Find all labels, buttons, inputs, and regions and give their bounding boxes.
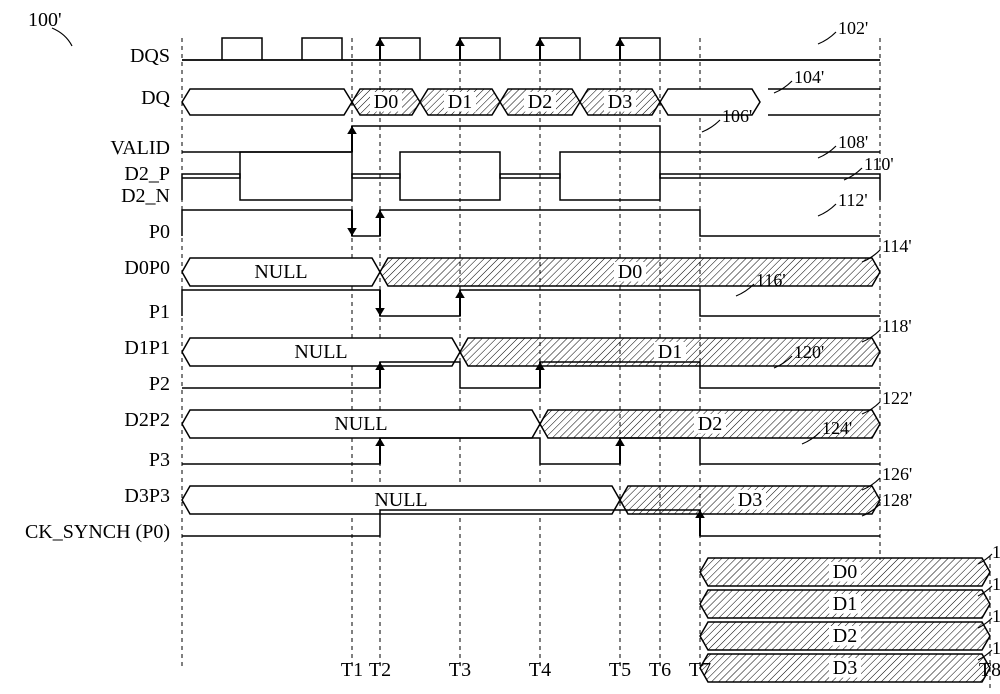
ref-label: 108' bbox=[838, 132, 868, 152]
time-label: T6 bbox=[649, 659, 671, 681]
ref-label: 118' bbox=[882, 316, 912, 336]
time-label: T8 bbox=[979, 659, 1000, 681]
ref-label: 110' bbox=[864, 154, 894, 174]
edge-arrow bbox=[375, 438, 385, 446]
ref-label: 126' bbox=[882, 464, 912, 484]
edge-arrow bbox=[615, 438, 625, 446]
signal-name: DQS bbox=[130, 45, 170, 67]
ref-label: 128' bbox=[882, 490, 912, 510]
edge-arrow bbox=[455, 38, 465, 46]
time-label: T5 bbox=[609, 659, 631, 681]
clock-pulse bbox=[222, 38, 262, 60]
ref-label: 106' bbox=[722, 106, 752, 126]
clock-pulse bbox=[380, 38, 420, 60]
waveform bbox=[182, 438, 880, 464]
clock-pulse bbox=[620, 38, 660, 60]
bus-label: NULL bbox=[374, 489, 427, 511]
signal-name: D3P3 bbox=[124, 485, 170, 507]
waveform bbox=[182, 126, 880, 152]
time-label: T7 bbox=[689, 659, 711, 681]
bus-label: D0 bbox=[618, 261, 642, 283]
time-label: T2 bbox=[369, 659, 391, 681]
bus-label: D1 bbox=[448, 91, 472, 113]
ref-label: 102' bbox=[838, 18, 868, 38]
ref-label: 134' bbox=[992, 606, 1000, 626]
waveform bbox=[182, 290, 880, 316]
ref-label: 124' bbox=[822, 418, 852, 438]
edge-arrow bbox=[347, 228, 357, 236]
signal-name: DQ bbox=[141, 87, 170, 109]
ref-leader bbox=[702, 120, 720, 132]
signal-name: P1 bbox=[149, 301, 170, 323]
bus-label: D1 bbox=[658, 341, 682, 363]
time-label: T4 bbox=[529, 659, 551, 681]
bus-label: D1 bbox=[833, 593, 857, 615]
ref-label: 136' bbox=[992, 638, 1000, 658]
clock-pulse bbox=[302, 38, 342, 60]
signal-name: VALID bbox=[110, 137, 170, 159]
bus-label: D2 bbox=[528, 91, 552, 113]
bus-label: D0 bbox=[374, 91, 398, 113]
edge-arrow bbox=[375, 38, 385, 46]
signal-name: D1P1 bbox=[124, 337, 170, 359]
bus-label: D2 bbox=[833, 625, 857, 647]
bus-label: D0 bbox=[833, 561, 857, 583]
ref-label: 120' bbox=[794, 342, 824, 362]
ref-label: 122' bbox=[882, 388, 912, 408]
ref-label: 104' bbox=[794, 67, 824, 87]
ref-label: 112' bbox=[838, 190, 868, 210]
bus-label: NULL bbox=[294, 341, 347, 363]
bus-label: NULL bbox=[254, 261, 307, 283]
edge-arrow bbox=[347, 126, 357, 134]
bus-label: D3 bbox=[738, 489, 762, 511]
waveform bbox=[182, 210, 880, 236]
bus-label: D3 bbox=[608, 91, 632, 113]
ref-label: 130' bbox=[992, 542, 1000, 562]
bus-label: D2 bbox=[698, 413, 722, 435]
ref-leader bbox=[774, 81, 792, 93]
time-label: T3 bbox=[449, 659, 471, 681]
signal-name: D2_N bbox=[121, 185, 170, 207]
ref-label: 116' bbox=[756, 270, 786, 290]
signal-name: P3 bbox=[149, 449, 170, 471]
figure-ref: 100' bbox=[28, 9, 62, 31]
signal-name: P0 bbox=[149, 221, 170, 243]
signal-name: D2_P bbox=[124, 163, 170, 185]
ref-leader bbox=[818, 204, 836, 216]
bus-label: NULL bbox=[334, 413, 387, 435]
signal-name: CK_SYNCH (P0) bbox=[25, 521, 170, 543]
edge-arrow bbox=[375, 308, 385, 316]
edge-arrow bbox=[615, 38, 625, 46]
signal-name: D2P2 bbox=[124, 409, 170, 431]
ref-label: 114' bbox=[882, 236, 912, 256]
edge-arrow bbox=[375, 210, 385, 218]
ref-leader bbox=[818, 32, 836, 44]
signal-name: P2 bbox=[149, 373, 170, 395]
bus-segment bbox=[182, 89, 352, 115]
bus-label: D3 bbox=[833, 657, 857, 679]
clock-pulse bbox=[460, 38, 500, 60]
timing-diagram: 100' DQS 102' DQ D0 D1 D2 D3 104' VALID 106' D2_P 10… bbox=[0, 0, 1000, 694]
edge-arrow bbox=[535, 38, 545, 46]
edge-arrow bbox=[455, 290, 465, 298]
signal-name: D0P0 bbox=[124, 257, 170, 279]
clock-pulse bbox=[540, 38, 580, 60]
ref-label: 132' bbox=[992, 574, 1000, 594]
time-label: T1 bbox=[341, 659, 363, 681]
